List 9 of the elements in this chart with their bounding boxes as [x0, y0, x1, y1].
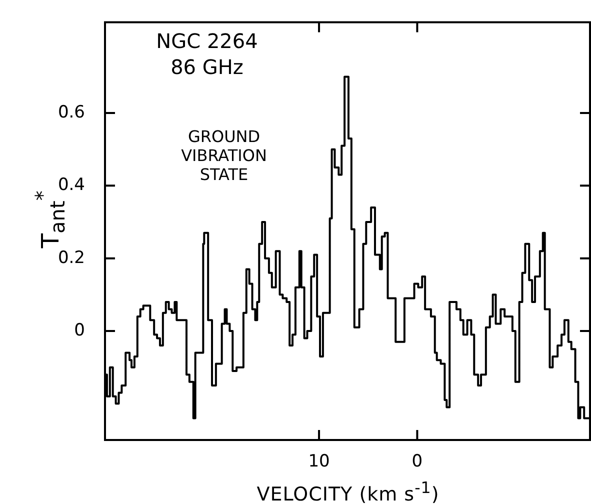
y-tick-label: 0 [74, 320, 85, 340]
y-tick-label: 0.4 [58, 175, 85, 196]
y-tick-label: 0.2 [58, 248, 85, 268]
annotation: 86 GHz [170, 55, 244, 80]
annotation: GROUND VIBRATION STATE [181, 127, 267, 184]
x-tick-label: 10 [308, 452, 330, 472]
annotation: NGC 2264 [156, 29, 258, 54]
y-tick-label: 0.6 [58, 102, 85, 122]
x-axis-title: VELOCITY (km s$^{-1}$) [256, 478, 440, 504]
